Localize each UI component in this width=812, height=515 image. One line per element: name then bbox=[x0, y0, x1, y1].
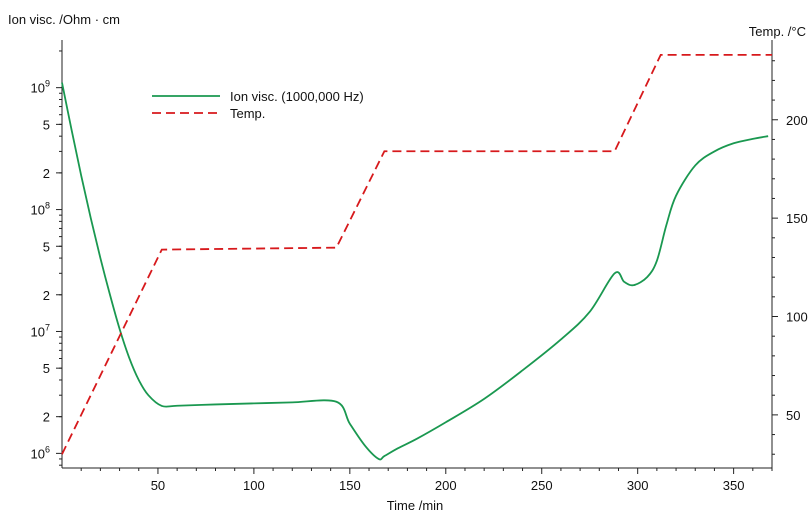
series-line-ion-viscosity bbox=[61, 82, 769, 461]
y-right-tick-label: 100 bbox=[786, 310, 808, 325]
legend: Ion visc. (1000,000 Hz) Temp. bbox=[152, 89, 364, 121]
y-left-tick-label: 2 bbox=[43, 166, 50, 181]
legend-label: Ion visc. (1000,000 Hz) bbox=[230, 89, 364, 104]
y-right-tick-label: 200 bbox=[786, 113, 808, 128]
y-left-tick-label: 2 bbox=[43, 288, 50, 303]
series-line-temperature bbox=[61, 53, 772, 455]
y-right-tick-label: 50 bbox=[786, 408, 800, 423]
y-left-tick-label: 106 bbox=[31, 444, 50, 461]
y-left-tick-label: 107 bbox=[31, 322, 50, 339]
y-axis-right-title: Temp. /°C bbox=[749, 24, 806, 39]
y-left-tick-label: 5 bbox=[43, 239, 50, 254]
x-tick-label: 50 bbox=[151, 478, 165, 493]
y-left-tick-label: 5 bbox=[43, 361, 50, 376]
y-axis-left-title: Ion visc. /Ohm · cm bbox=[8, 12, 120, 27]
axes bbox=[61, 40, 773, 469]
series-layer bbox=[61, 53, 772, 461]
x-tick-label: 100 bbox=[243, 478, 265, 493]
y-left-tick-label: 108 bbox=[31, 201, 50, 218]
y-right-tick-label: 150 bbox=[786, 211, 808, 226]
ticks: 50 100 150 200 250 300 350 106 2 5 107 2 5 108 2 5 109 50… bbox=[31, 50, 808, 493]
x-tick-label: 300 bbox=[627, 478, 649, 493]
x-tick-label: 150 bbox=[339, 478, 361, 493]
legend-label: Temp. bbox=[230, 106, 265, 121]
y-left-tick-label: 109 bbox=[31, 79, 50, 96]
y-left-tick-label: 2 bbox=[43, 410, 50, 425]
y-left-tick-label: 5 bbox=[43, 117, 50, 132]
x-tick-label: 350 bbox=[723, 478, 745, 493]
x-tick-label: 250 bbox=[531, 478, 553, 493]
x-tick-label: 200 bbox=[435, 478, 457, 493]
x-axis-title: Time /min bbox=[387, 498, 444, 513]
